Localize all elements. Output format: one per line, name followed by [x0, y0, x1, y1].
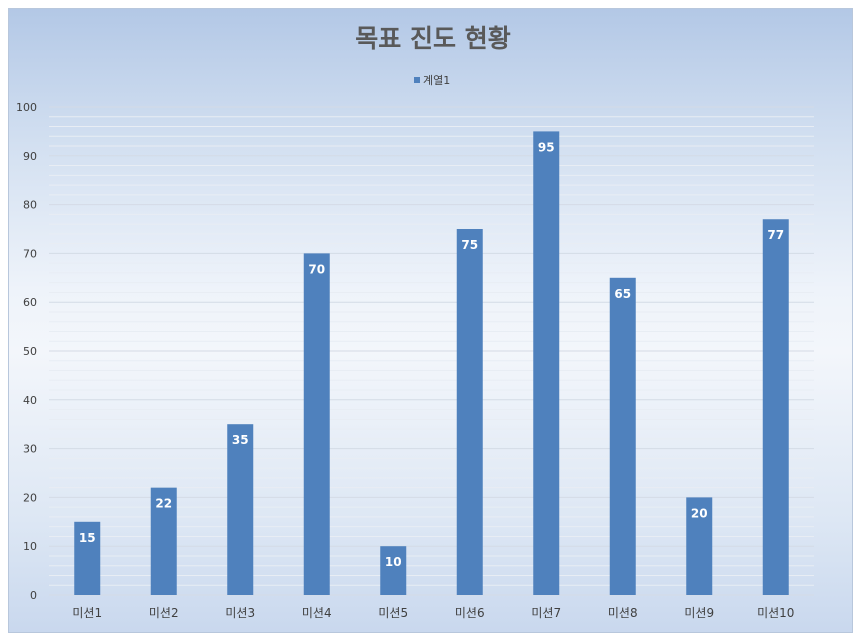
- x-tick-label: 미션10: [757, 606, 794, 620]
- legend: 계열1: [414, 74, 450, 87]
- y-tick-label: 0: [30, 589, 37, 602]
- bar: [150, 487, 177, 595]
- chart-title: 목표 진도 현황: [355, 24, 510, 53]
- y-tick-label: 50: [23, 345, 37, 358]
- bar: [303, 253, 330, 595]
- y-tick-label: 10: [23, 540, 37, 553]
- y-tick-label: 80: [23, 199, 37, 212]
- bar: [380, 546, 407, 595]
- y-tick-label: 30: [23, 443, 37, 456]
- data-label: 75: [461, 238, 478, 252]
- data-label: 20: [691, 506, 708, 520]
- data-label: 35: [232, 433, 249, 447]
- x-tick-label: 미션2: [149, 606, 179, 620]
- data-label: 22: [155, 497, 172, 511]
- x-tick-label: 미션5: [378, 606, 408, 620]
- x-tick-label: 미션8: [608, 606, 638, 620]
- bar: [74, 521, 101, 595]
- data-label: 10: [385, 555, 402, 569]
- x-tick-label: 미션9: [684, 606, 714, 620]
- bar: [609, 277, 636, 595]
- x-tick-label: 미션4: [302, 606, 332, 620]
- x-tick-label: 미션7: [531, 606, 561, 620]
- y-tick-label: 70: [23, 247, 37, 260]
- y-tick-label: 60: [23, 296, 37, 309]
- bar: [227, 424, 254, 595]
- y-axis-ticks: 0 10 20 30 40 50 60 70 80 90 100: [16, 101, 37, 602]
- data-label: 65: [614, 287, 631, 301]
- bar: [533, 131, 560, 595]
- x-tick-label: 미션6: [455, 606, 485, 620]
- data-labels: 15 22 35 70 10 75 95 65 20 77: [79, 140, 784, 569]
- x-tick-label: 미션1: [72, 606, 102, 620]
- data-label: 77: [767, 228, 784, 242]
- y-tick-label: 100: [16, 101, 37, 114]
- data-label: 70: [308, 262, 325, 276]
- chart-area: 목표 진도 현황 계열1 0 10 20 30 40 50 60 70 80 90 100 미션1 미…: [8, 8, 853, 633]
- data-label: 15: [79, 531, 96, 545]
- x-axis-ticks: 미션1 미션2 미션3 미션4 미션5 미션6 미션7 미션8 미션9 미션10: [72, 606, 794, 620]
- data-label: 95: [538, 140, 555, 154]
- y-tick-label: 20: [23, 491, 37, 504]
- bars: [74, 131, 789, 596]
- y-tick-label: 90: [23, 150, 37, 163]
- x-tick-label: 미션3: [225, 606, 255, 620]
- bar: [762, 219, 789, 596]
- legend-swatch-series-1: [414, 77, 420, 83]
- legend-label-series-1: 계열1: [423, 74, 450, 87]
- bar: [456, 229, 483, 595]
- bar: [686, 497, 713, 595]
- y-tick-label: 40: [23, 394, 37, 407]
